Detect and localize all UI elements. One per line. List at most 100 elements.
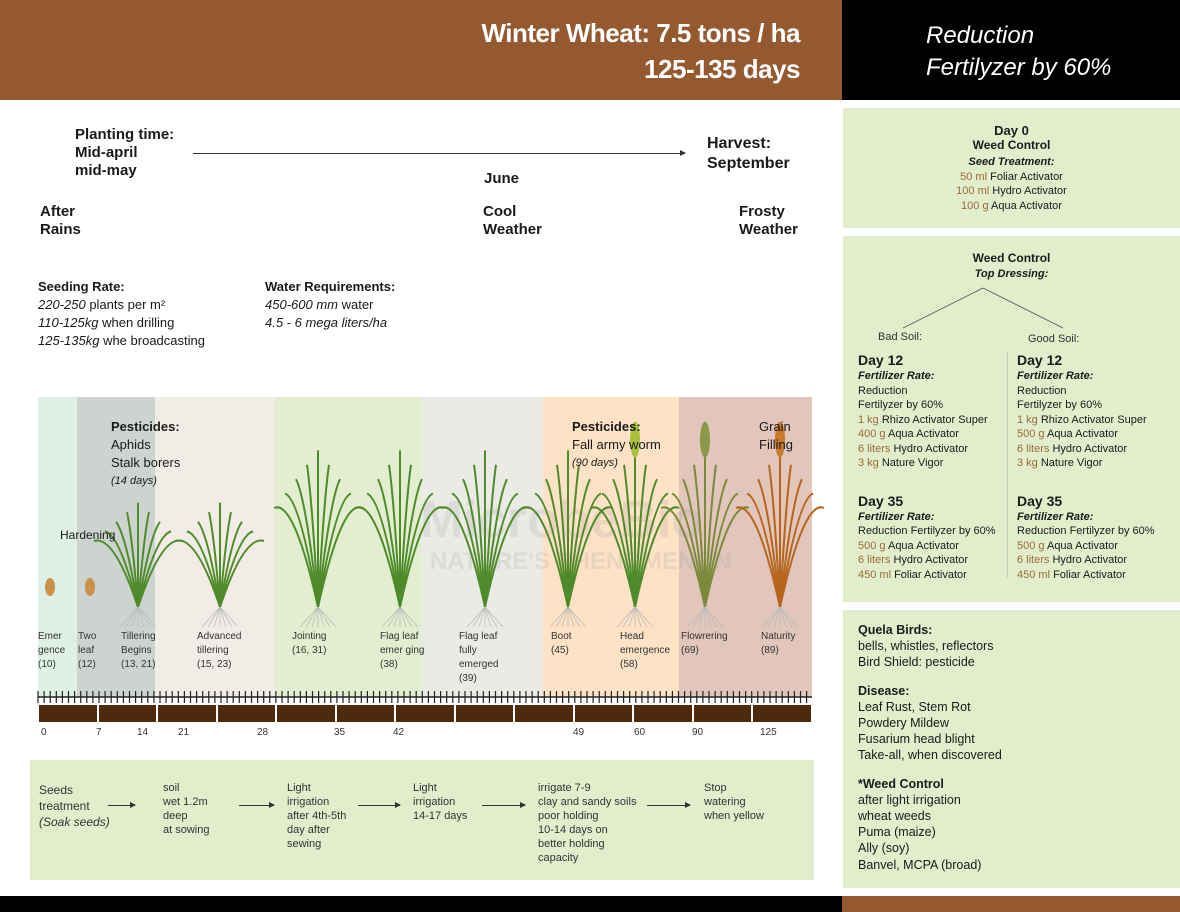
product: Aqua Activator bbox=[988, 199, 1062, 212]
t: After bbox=[40, 203, 76, 220]
step-arrow bbox=[482, 802, 526, 808]
amount: 6 liters bbox=[858, 554, 891, 566]
step-note: (Soak seeds) bbox=[39, 815, 110, 829]
harvest-month: September bbox=[707, 155, 790, 172]
day-label: 49 bbox=[573, 727, 585, 738]
product: Aqua Activator bbox=[885, 539, 959, 552]
amount: 400 g bbox=[858, 428, 886, 440]
fertilizer-item: 6 liters Hydro Activator bbox=[858, 553, 996, 568]
t: bells, whistles, reflectors bbox=[858, 639, 994, 654]
step-line: after 4th-5th bbox=[287, 810, 347, 822]
items-35: 500 g Aqua Activator 6 liters Hydro Activ… bbox=[858, 539, 996, 583]
amount: 100 ml bbox=[956, 185, 990, 197]
stage-line: (12) bbox=[78, 659, 96, 670]
stage-line: (39) bbox=[459, 673, 477, 684]
stage-line: Begins bbox=[121, 645, 152, 656]
wheat-plant bbox=[440, 450, 530, 627]
t: Reduction Fertilyzer by 60% bbox=[858, 525, 996, 537]
day-title: Day 35 bbox=[1017, 492, 1063, 509]
disease-item: Powdery Mildew bbox=[858, 716, 950, 731]
v: water bbox=[337, 297, 374, 312]
disease-item: Leaf Rust, Stem Rot bbox=[858, 699, 971, 714]
weed-item: Banvel, MCPA (broad) bbox=[858, 857, 982, 872]
stage-line: Advanced bbox=[197, 631, 242, 642]
v: 110-125kg bbox=[38, 315, 99, 330]
weed-item: Ally (soy) bbox=[858, 841, 910, 856]
amount: 6 liters bbox=[1017, 442, 1050, 455]
irrigation-step: Light irrigation 14-17 days bbox=[413, 781, 467, 823]
stage-label: Flag leaf fully emerged (39) bbox=[459, 630, 498, 686]
v: 450-600 mm bbox=[265, 297, 338, 312]
t: Bird Shield: pesticide bbox=[858, 655, 975, 670]
v: 125-135kg bbox=[38, 333, 100, 348]
t: Fertilyzer by 60% bbox=[1017, 399, 1102, 411]
top-dressing-panel: Weed Control Top Dressing: Bad Soil: Goo… bbox=[843, 236, 1180, 602]
stage-band bbox=[38, 397, 77, 697]
pests-disease-panel: Quela Birds: bells, whistles, reflectors… bbox=[843, 610, 1180, 888]
step-line: soil bbox=[163, 782, 180, 794]
t: Filling bbox=[759, 437, 793, 452]
stage-band bbox=[77, 397, 155, 697]
step-arrow bbox=[358, 802, 401, 808]
items-12: 1 kg Rhizo Activator Super 500 g Aqua Act… bbox=[1017, 413, 1155, 471]
stage-label: Flag leaf emer ging (38) bbox=[380, 630, 424, 672]
divider bbox=[1007, 352, 1008, 578]
t: Pesticides: bbox=[572, 419, 641, 434]
t: Aphids bbox=[111, 437, 151, 452]
irrigation-schedule: Seeds treatment (Soak seeds) soil wet 1.2m de… bbox=[30, 760, 814, 880]
stage-band bbox=[543, 397, 679, 697]
t: Reduction Fertilyzer by 60% bbox=[1017, 525, 1155, 537]
seed-icon bbox=[45, 578, 55, 596]
step-line: when yellow bbox=[704, 810, 764, 822]
day-label: 7 bbox=[96, 727, 102, 738]
fertilizer-item: 450 ml Foliar Activator bbox=[1017, 568, 1155, 583]
step-line: day after bbox=[287, 824, 330, 836]
amount: 500 g bbox=[1017, 428, 1045, 440]
step-line: treatment bbox=[39, 799, 90, 813]
day-segment bbox=[455, 705, 514, 722]
stage-line: Boot bbox=[551, 631, 572, 642]
day-title: Day 35 bbox=[858, 492, 904, 509]
product: Hydro Activator bbox=[1049, 554, 1128, 566]
day0-items: 50 ml Foliar Activator 100 ml Hydro Activ… bbox=[843, 170, 1180, 214]
step-line: better holding bbox=[538, 838, 605, 850]
stage-line: Naturity bbox=[761, 631, 796, 642]
wheat-plant bbox=[523, 450, 613, 627]
t: Reduction bbox=[858, 384, 908, 397]
product: Aqua Activator bbox=[1044, 428, 1118, 440]
step-line: sewing bbox=[287, 838, 322, 850]
irrigation-step: soil wet 1.2m deep at sowing bbox=[163, 781, 209, 837]
day-label: 28 bbox=[257, 727, 269, 738]
june-label: June bbox=[484, 170, 520, 187]
day-label: 0 bbox=[41, 727, 47, 738]
t: (90 days) bbox=[572, 457, 618, 469]
disease-title: Disease: bbox=[858, 683, 910, 698]
step-line: deep bbox=[163, 810, 188, 822]
fertilizer-item: 400 g Aqua Activator bbox=[858, 427, 996, 442]
step-line: at sowing bbox=[163, 824, 210, 836]
t: Grain bbox=[759, 419, 791, 434]
amount: 1 kg bbox=[858, 413, 879, 426]
product: Foliar Activator bbox=[987, 170, 1063, 183]
cool-weather: Cool Weather bbox=[483, 203, 542, 239]
planting-line: Mid-april bbox=[75, 144, 138, 161]
step-line: 14-17 days bbox=[413, 810, 468, 822]
amount: 500 g bbox=[1017, 539, 1045, 552]
step-line: wet 1.2m bbox=[163, 796, 208, 808]
frosty-weather: Frosty Weather bbox=[739, 203, 798, 239]
step-line: irrigate 7-9 bbox=[538, 782, 591, 794]
weed-item: Puma (maize) bbox=[858, 825, 936, 840]
items-12: 1 kg Rhizo Activator Super 400 g Aqua Act… bbox=[858, 413, 996, 471]
wheat-plants-illustration bbox=[45, 421, 825, 627]
stage-line: (10) bbox=[38, 659, 56, 670]
step-line: 10-14 days on bbox=[538, 824, 608, 836]
product: Hydro Activator bbox=[890, 554, 969, 566]
wheat-plant bbox=[355, 450, 445, 627]
pesticides-aphids: Pesticides: Aphids Stalk borers (14 days… bbox=[111, 418, 180, 490]
items-35: 500 g Aqua Activator 6 liters Hydro Activ… bbox=[1017, 539, 1155, 583]
v: 4.5 - 6 mega liters/ha bbox=[265, 315, 388, 330]
wheat-plant bbox=[175, 502, 265, 627]
t: Fertilyzer by 60% bbox=[858, 399, 943, 411]
fertilizer-item: 500 g Aqua Activator bbox=[1017, 539, 1155, 554]
water-requirements: Water Requirements: 450-600 mm water 4.5… bbox=[265, 278, 395, 332]
